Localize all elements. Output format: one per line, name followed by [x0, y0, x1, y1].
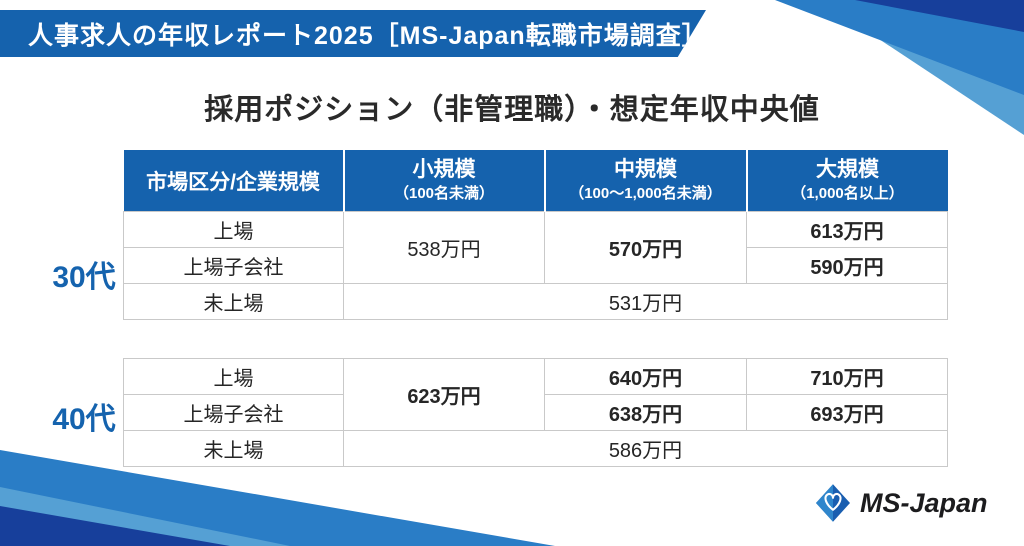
triangle-navy-blue [0, 506, 230, 546]
cell-30s-medium: 570万円 [544, 211, 747, 284]
header-cell-large: 大規模 （1,000名以上） [745, 150, 948, 212]
row-label-30s-listed: 上場 [123, 211, 344, 248]
cell-40s-medium-listed: 640万円 [544, 358, 747, 395]
cell-30s-large-listed: 613万円 [746, 211, 948, 248]
salary-table-40s: 上場 623万円 640万円 710万円 上場子会社 638万円 693万円 未… [123, 358, 948, 467]
cell-40s-medium-subsidiary: 638万円 [544, 394, 747, 431]
row-label-30s-unlisted: 未上場 [123, 283, 344, 320]
cell-30s-large-subsidiary: 590万円 [746, 247, 948, 284]
row-label-40s-unlisted: 未上場 [123, 430, 344, 467]
row-label-40s-subsidiary: 上場子会社 [123, 394, 344, 431]
table-row-30s-unlisted: 未上場 531万円 [123, 283, 948, 320]
salary-table-30s: 市場区分/企業規模 小規模 （100名未満） 中規模 （100〜1,000名未満… [123, 150, 948, 320]
header-large-title: 大規模 [816, 158, 879, 181]
row-label-30s-subsidiary: 上場子会社 [123, 247, 344, 284]
table-row-30s-subsidiary: 上場子会社 590万円 [123, 247, 948, 284]
row-label-40s-listed: 上場 [123, 358, 344, 395]
header-cell-small: 小規模 （100名未満） [342, 150, 545, 212]
ms-japan-logo: MS-Japan [816, 484, 988, 522]
cell-40s-small: 623万円 [343, 358, 545, 431]
header-category-label: 市場区分/企業規模 [146, 170, 320, 194]
header-small-subtitle: （100名未満） [393, 185, 495, 202]
ms-japan-diamond-icon [816, 484, 850, 522]
ms-japan-logo-text: MS-Japan [860, 487, 988, 518]
header-small-title: 小規模 [412, 158, 476, 181]
corner-decoration-bottom-left [0, 450, 555, 546]
banner: 人事求人の年収レポート2025［MS-Japan転職市場調査］ [0, 10, 706, 57]
page-title: 採用ポジション（非管理職）・想定年収中央値 [204, 94, 820, 126]
triangle-navy-blue [855, 0, 1024, 32]
table-header-row: 市場区分/企業規模 小規模 （100名未満） 中規模 （100〜1,000名未満… [123, 150, 948, 212]
cell-30s-small: 538万円 [343, 211, 545, 284]
cell-40s-large-listed: 710万円 [746, 358, 948, 395]
banner-title: 人事求人の年収レポート2025［MS-Japan転職市場調査］ [28, 21, 708, 50]
cell-40s-large-subsidiary: 693万円 [746, 394, 948, 431]
age-group-label-40s: 40代 [52, 403, 116, 436]
cell-30s-unlisted: 531万円 [343, 283, 948, 320]
header-medium-subtitle: （100〜1,000名未満） [569, 185, 722, 202]
triangle-bright-blue [775, 0, 1024, 95]
corner-decoration-top-right [775, 0, 1024, 135]
header-cell-medium: 中規模 （100〜1,000名未満） [543, 150, 747, 212]
header-medium-title: 中規模 [614, 158, 677, 181]
age-group-label-30s: 30代 [52, 261, 116, 294]
header-cell-category: 市場区分/企業規模 [123, 150, 344, 212]
cell-40s-unlisted: 586万円 [343, 430, 948, 467]
table-row-40s-listed: 上場 623万円 640万円 710万円 [123, 358, 948, 431]
header-large-subtitle: （1,000名以上） [791, 185, 904, 202]
table-row-30s-listed: 上場 538万円 570万円 613万円 [123, 211, 948, 284]
table-row-40s-unlisted: 未上場 586万円 [123, 430, 948, 467]
